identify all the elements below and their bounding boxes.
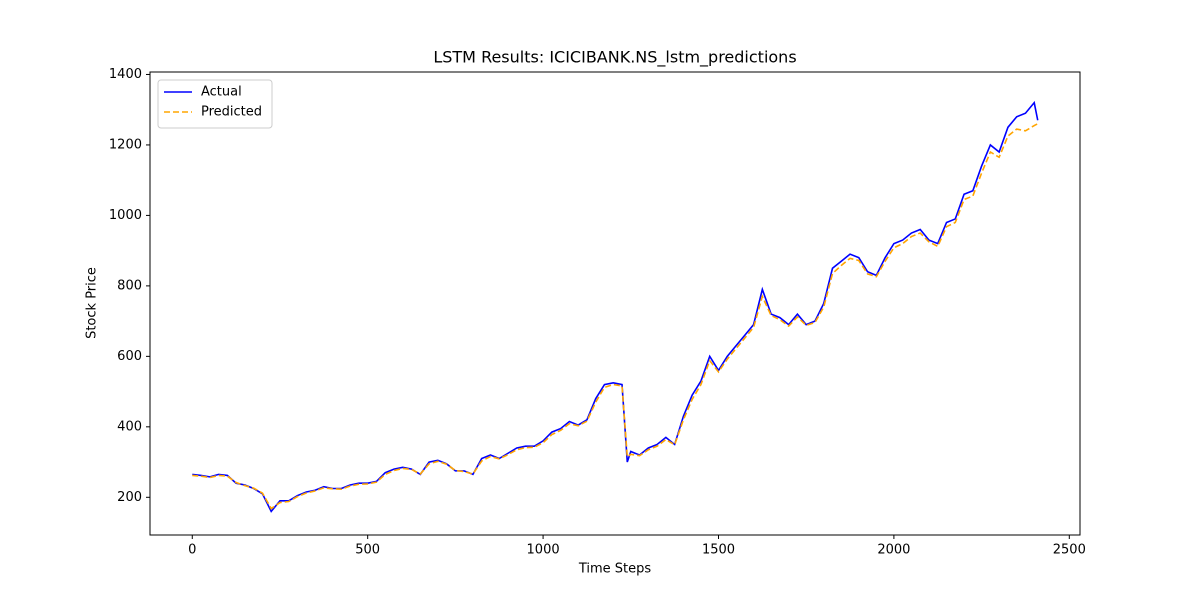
y-tick-label: 1400 (109, 67, 142, 82)
legend-label: Predicted (201, 105, 262, 120)
x-tick-label: 0 (188, 543, 196, 558)
x-axis-label: Time Steps (578, 562, 652, 577)
y-tick-label: 1000 (109, 208, 142, 223)
y-tick-label: 1200 (109, 137, 142, 152)
y-tick-label: 800 (117, 278, 142, 293)
y-tick-label: 600 (117, 349, 142, 364)
plot-frame (149, 71, 1081, 536)
x-tick-label: 1500 (702, 543, 735, 558)
y-axis-label: Stock Price (85, 267, 100, 339)
series-line (192, 100, 1039, 513)
y-tick-label: 200 (117, 490, 142, 505)
x-tick-label: 1000 (527, 543, 560, 558)
x-tick-label: 2500 (1053, 543, 1086, 558)
chart-title: LSTM Results: ICICIBANK.NS_lstm_predicti… (433, 48, 796, 68)
x-tick-label: 500 (355, 543, 380, 558)
series-line (192, 123, 1039, 510)
legend: Actual Predicted (157, 79, 273, 129)
x-tick-label: 2000 (877, 543, 910, 558)
y-tick-label: 400 (117, 419, 142, 434)
legend-label: Actual (201, 85, 242, 100)
